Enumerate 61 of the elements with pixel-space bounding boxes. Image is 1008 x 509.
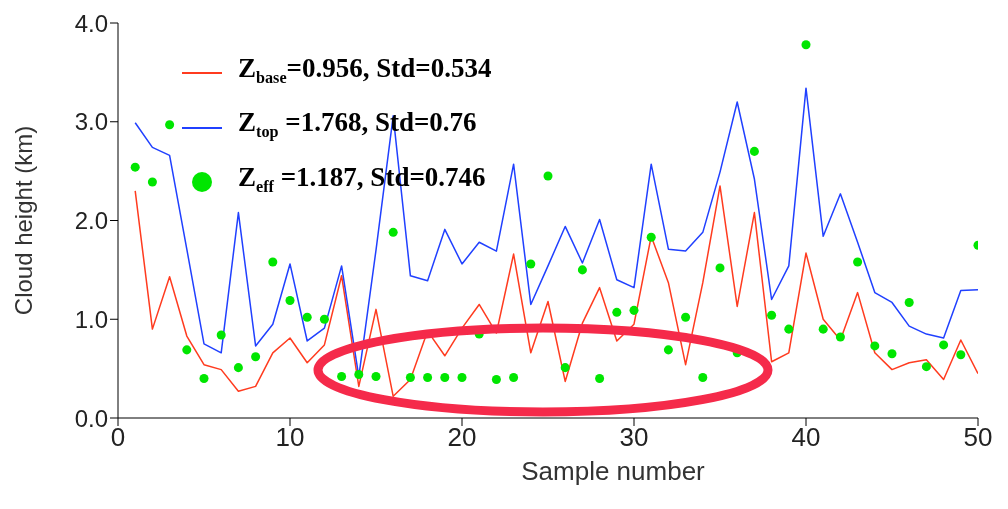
- point: [939, 340, 949, 350]
- point: [646, 232, 656, 242]
- point: [388, 227, 398, 237]
- point: [268, 257, 278, 267]
- point: [491, 374, 501, 384]
- point: [956, 350, 966, 360]
- y-tick-label: 2.0: [74, 207, 108, 235]
- x-axis-title: Sample number: [520, 456, 706, 487]
- point: [216, 330, 226, 340]
- x-tick-label: 30: [619, 422, 649, 453]
- point: [147, 177, 157, 187]
- point: [371, 372, 381, 382]
- point: [199, 373, 209, 384]
- x-tick-label: 10: [275, 422, 305, 453]
- point: [612, 307, 622, 317]
- point: [302, 312, 312, 322]
- point: [629, 305, 639, 315]
- point: [319, 314, 329, 324]
- point: [749, 146, 759, 156]
- point: [904, 297, 914, 307]
- point: [767, 310, 777, 320]
- point: [423, 373, 433, 383]
- point: [457, 373, 467, 383]
- x-tick-label: 20: [447, 422, 477, 453]
- point: [165, 120, 175, 130]
- point: [818, 324, 828, 334]
- point: [130, 162, 140, 172]
- point: [543, 171, 553, 181]
- x-tick-label: 40: [791, 422, 821, 453]
- point: [595, 373, 605, 384]
- point: [698, 373, 708, 383]
- y-tick-label: 4.0: [74, 9, 108, 37]
- y-tick-label: 0.0: [74, 404, 108, 432]
- point: [526, 259, 536, 269]
- point: [835, 332, 845, 342]
- point: [887, 349, 897, 359]
- point: [233, 363, 243, 373]
- point: [715, 263, 725, 273]
- y-tick-label: 3.0: [74, 108, 108, 136]
- point: [921, 362, 931, 372]
- x-tick-label: 50: [963, 422, 993, 453]
- point: [663, 345, 673, 355]
- point: [870, 341, 880, 351]
- point: [560, 363, 570, 373]
- y-axis-title: Cloud height (km): [9, 125, 37, 316]
- point: [405, 373, 415, 383]
- point: [784, 324, 794, 334]
- point: [337, 372, 347, 382]
- point: [354, 370, 364, 380]
- y-tick-label: 1.0: [74, 305, 108, 333]
- point: [681, 312, 691, 322]
- point: [182, 345, 192, 355]
- point: [509, 373, 519, 383]
- x-tick-label: 0: [110, 422, 126, 453]
- point: [577, 265, 587, 275]
- point: [853, 257, 863, 267]
- point: [801, 40, 811, 50]
- point: [285, 295, 295, 305]
- point: [440, 373, 450, 383]
- point: [251, 352, 261, 362]
- legend-label: Z$_{base}$=0.956, Std=0.534: [238, 53, 492, 88]
